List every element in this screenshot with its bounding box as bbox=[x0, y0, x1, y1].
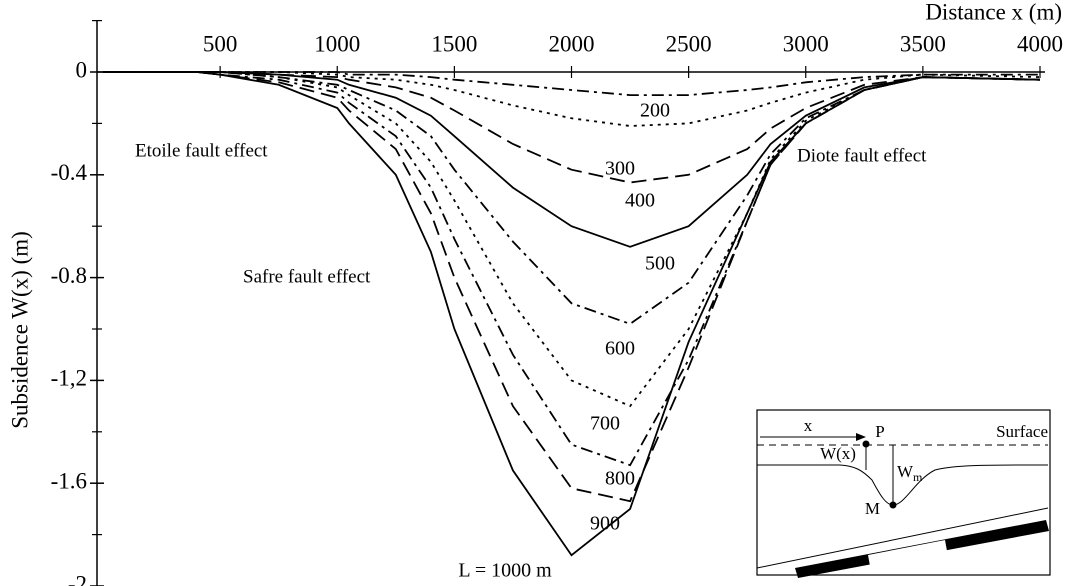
series-line bbox=[103, 71, 1041, 184]
inset-label: W bbox=[897, 462, 914, 481]
x-tick-label: 4000 bbox=[1017, 31, 1063, 56]
inset-label: m bbox=[913, 470, 923, 484]
inset-label: P bbox=[875, 422, 884, 441]
series-line bbox=[103, 71, 1041, 127]
series-label: 300 bbox=[605, 158, 635, 180]
y-tick-label: 0 bbox=[76, 57, 88, 82]
series-label: 400 bbox=[625, 190, 655, 212]
inset-arrowhead bbox=[856, 433, 866, 441]
y-axis-title: Subsidence W(x) (m) bbox=[7, 231, 32, 429]
series-label: 700 bbox=[590, 413, 620, 435]
inset: x P Surface W(x) W m M bbox=[756, 409, 1051, 578]
series-line bbox=[103, 71, 1041, 557]
x-tick-label: 2000 bbox=[549, 31, 595, 56]
y-tick-label: -0.8 bbox=[51, 263, 87, 288]
series-label: 500 bbox=[645, 253, 675, 275]
inset-label: x bbox=[804, 416, 813, 435]
series-label: 800 bbox=[605, 468, 635, 490]
series-line bbox=[103, 71, 1041, 467]
inset-label: Surface bbox=[996, 422, 1048, 441]
series-line bbox=[103, 71, 1041, 408]
x-tick-label: 3500 bbox=[900, 31, 946, 56]
series-line bbox=[103, 71, 1040, 96]
inset-point-p bbox=[862, 440, 870, 448]
x-tick-label: 500 bbox=[203, 31, 238, 56]
inset-panel-gap bbox=[868, 540, 947, 566]
inset-label: M bbox=[865, 499, 880, 518]
series-label: L = 1000 m bbox=[458, 560, 552, 582]
series-label: 900 bbox=[590, 513, 620, 535]
series-label: 200 bbox=[640, 100, 670, 122]
x-axis-title: Distance x (m) bbox=[925, 0, 1062, 24]
x-tick-label: 1000 bbox=[314, 31, 360, 56]
y-tick-label: -1,2 bbox=[51, 366, 87, 391]
series-line bbox=[103, 71, 1041, 248]
annotation: Safre fault effect bbox=[243, 266, 371, 287]
inset-layer-line bbox=[756, 507, 1049, 569]
x-tick-label: 1500 bbox=[431, 31, 477, 56]
x-tick-label: 2500 bbox=[666, 31, 712, 56]
series-label: 600 bbox=[605, 338, 635, 360]
annotation: Etoile fault effect bbox=[135, 140, 268, 161]
annotation: Diote fault effect bbox=[797, 145, 927, 166]
y-tick-label: -0.4 bbox=[51, 160, 88, 185]
inset-label: W(x) bbox=[820, 444, 856, 463]
series-line bbox=[103, 71, 1041, 325]
y-tick-label: -2 bbox=[68, 571, 87, 586]
y-tick-label: -1.6 bbox=[51, 468, 87, 493]
x-tick-label: 3000 bbox=[783, 31, 829, 56]
inset-point-m bbox=[889, 501, 897, 509]
